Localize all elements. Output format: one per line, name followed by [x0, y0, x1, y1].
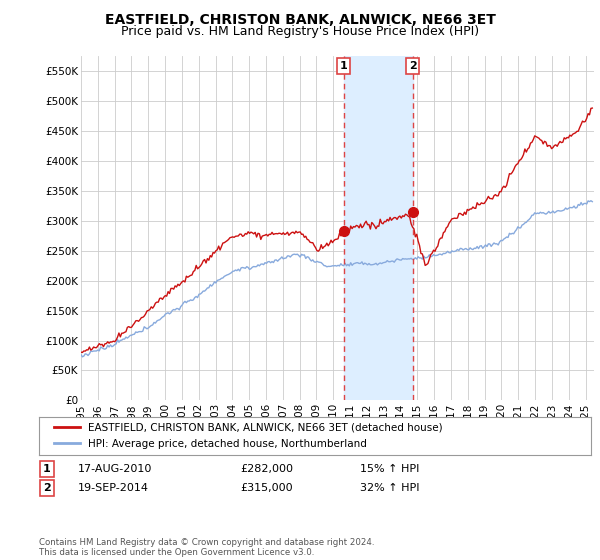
Text: 1: 1 [340, 61, 347, 71]
Text: £315,000: £315,000 [240, 483, 293, 493]
Text: EASTFIELD, CHRISTON BANK, ALNWICK, NE66 3ET: EASTFIELD, CHRISTON BANK, ALNWICK, NE66 … [104, 13, 496, 27]
Text: 15% ↑ HPI: 15% ↑ HPI [360, 464, 419, 474]
Text: Contains HM Land Registry data © Crown copyright and database right 2024.
This d: Contains HM Land Registry data © Crown c… [39, 538, 374, 557]
Text: 32% ↑ HPI: 32% ↑ HPI [360, 483, 419, 493]
Text: 2: 2 [43, 483, 50, 493]
Text: £282,000: £282,000 [240, 464, 293, 474]
Text: 17-AUG-2010: 17-AUG-2010 [78, 464, 152, 474]
Text: 2: 2 [409, 61, 416, 71]
Text: 1: 1 [43, 464, 50, 474]
Bar [344, 56, 413, 400]
Legend: EASTFIELD, CHRISTON BANK, ALNWICK, NE66 3ET (detached house), HPI: Average price: EASTFIELD, CHRISTON BANK, ALNWICK, NE66 … [50, 419, 447, 452]
Text: 19-SEP-2014: 19-SEP-2014 [78, 483, 149, 493]
Text: Price paid vs. HM Land Registry's House Price Index (HPI): Price paid vs. HM Land Registry's House … [121, 25, 479, 38]
